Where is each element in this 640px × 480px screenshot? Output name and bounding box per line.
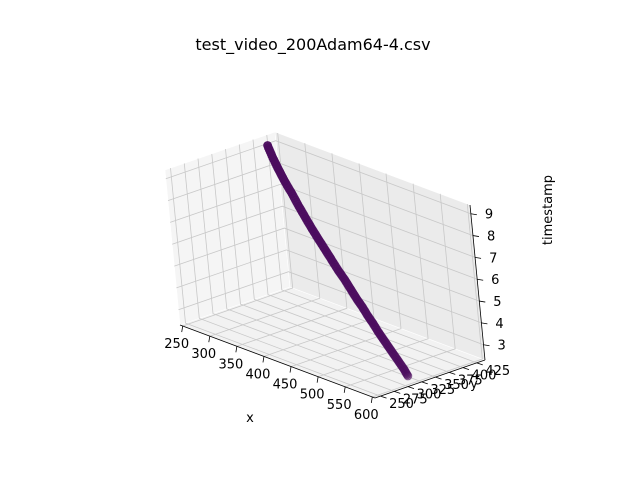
data-point (403, 371, 413, 381)
z-gridline (178, 271, 484, 346)
data-points (263, 141, 413, 381)
z-tick-label: 4 (495, 317, 503, 332)
z-tick-mark (475, 256, 482, 259)
y-gridline (252, 139, 464, 368)
y-tick-label: 425 (485, 364, 510, 379)
y-tick-mark (449, 371, 456, 375)
x-tick-label: 600 (354, 408, 379, 423)
x-axis-label: x (246, 411, 254, 426)
z-axis-line (469, 204, 486, 361)
y-gridline (225, 149, 436, 378)
y-tick-label: 250 (389, 397, 414, 412)
z-tick-mark (477, 278, 484, 281)
y-tick-mark (407, 386, 415, 389)
z-tick-label: 3 (498, 339, 506, 354)
y-tick-label: 400 (472, 369, 497, 384)
x-tick-mark (181, 325, 184, 333)
axes-gridlines (165, 132, 484, 398)
y-gridline (266, 134, 477, 364)
x-tick-label: 550 (327, 398, 352, 413)
x-tick-label: 450 (273, 378, 298, 393)
x-axis-line (179, 324, 376, 399)
x-tick-mark (208, 336, 211, 343)
y-tick-mark (394, 390, 401, 394)
z-tick-mark (481, 322, 488, 325)
y-tick-label: 350 (444, 378, 469, 393)
x-tick-mark (235, 346, 238, 353)
x-gridline (290, 173, 402, 367)
y-tick-mark (380, 395, 387, 399)
z-tick-mark (472, 235, 480, 237)
y-tick-mark (421, 381, 428, 385)
y-tick-label: 275 (403, 392, 428, 407)
side-pane (164, 131, 291, 326)
z-gridline (165, 140, 471, 215)
z-tick-label: 8 (487, 230, 495, 245)
tick-labels: 2503003504004505005506002502753003253503… (164, 208, 510, 423)
z-tick-label: 6 (491, 273, 499, 288)
y-gridline (211, 153, 422, 383)
x-tick-label: 350 (218, 357, 243, 372)
x-tick-label: 250 (164, 337, 189, 352)
y-tick-label: 375 (458, 373, 483, 388)
z-axis-label: timestamp (541, 175, 556, 245)
z-gridline (169, 183, 476, 258)
y-tick-mark (476, 362, 483, 366)
z-tick-label: 5 (493, 295, 501, 310)
x-gridline (372, 203, 483, 398)
z-tick-mark (470, 213, 477, 216)
x-gridline (209, 143, 321, 337)
y-tick-label: 300 (417, 388, 442, 403)
x-tick-label: 300 (191, 347, 216, 362)
y-gridline (197, 158, 409, 387)
x-tick-label: 500 (300, 388, 325, 403)
z-tick-label: 7 (489, 251, 497, 266)
x-tick-mark (316, 376, 319, 383)
x-gridline (345, 193, 456, 388)
x-tick-mark (343, 386, 346, 393)
x-gridline (317, 183, 429, 378)
x-tick-mark (370, 396, 373, 404)
z-tick-mark (479, 300, 486, 303)
z-gridline (172, 205, 478, 280)
z-tick-mark (483, 344, 490, 347)
y-tick-label: 325 (430, 383, 455, 398)
chart-title: test_video_200Adam64-4.csv (195, 35, 430, 55)
x-tick-mark (262, 356, 265, 363)
x-tick-mark (289, 366, 292, 373)
y-axis-label: y (470, 377, 478, 392)
z-tick-label: 9 (485, 208, 493, 223)
y-tick-mark (462, 367, 470, 370)
y-tick-mark (435, 376, 442, 380)
x-tick-label: 400 (246, 367, 271, 382)
z-gridline (176, 249, 482, 324)
axes-lines (179, 204, 486, 399)
y-gridline (170, 168, 381, 397)
z-gridline (174, 227, 480, 302)
y-gridline (183, 163, 395, 392)
y-axis-line (374, 359, 486, 399)
x-gridline (236, 153, 348, 347)
